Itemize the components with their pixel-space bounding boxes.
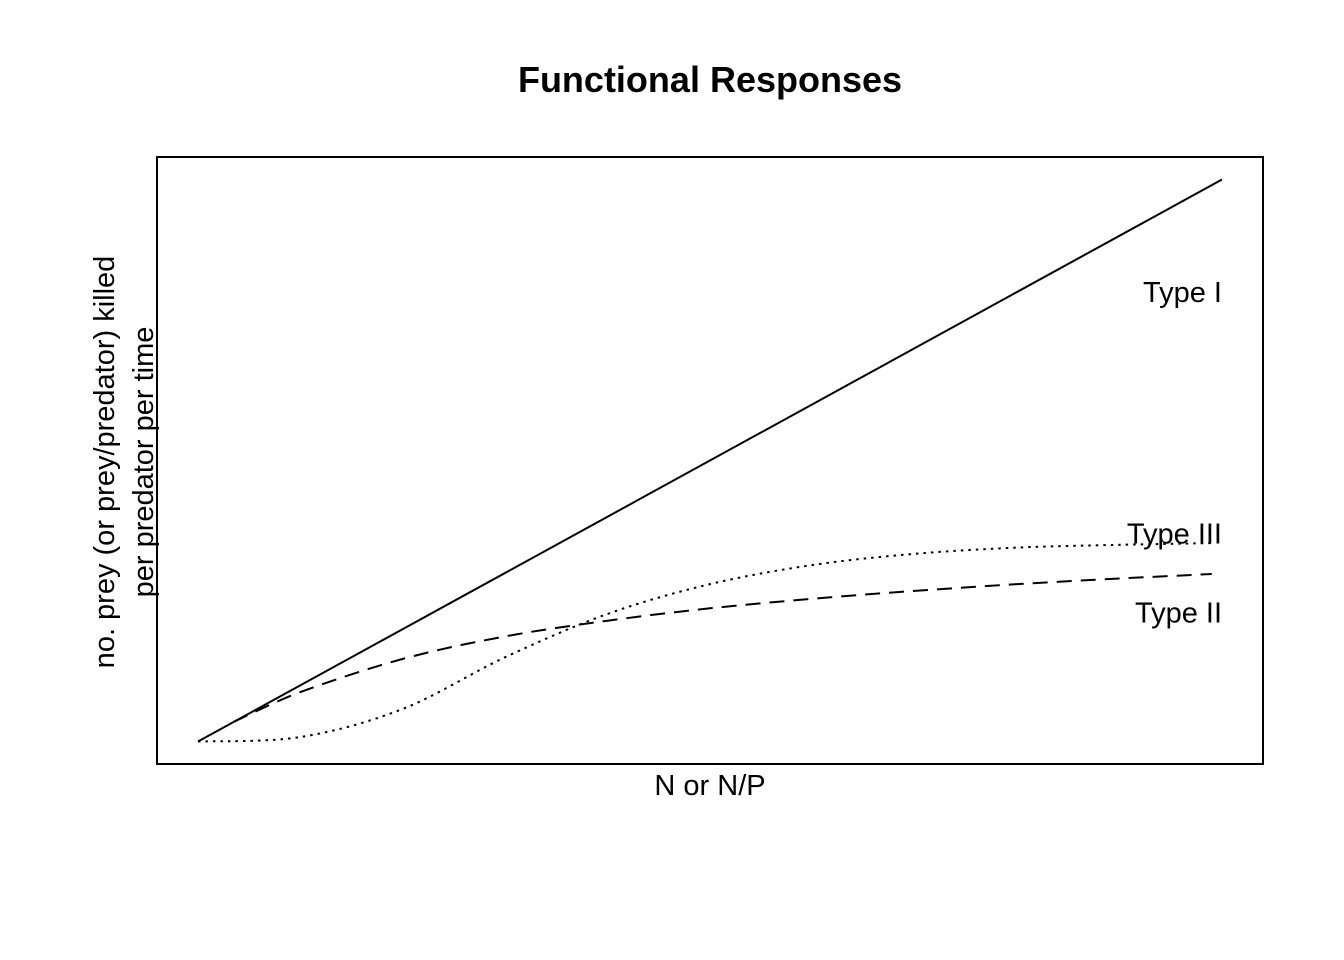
series-line-type-i (197, 178, 1223, 743)
chart-title: Functional Responses (518, 59, 902, 100)
x-axis-label: N or N/P (654, 770, 765, 802)
plot-area-frame (156, 156, 1264, 765)
y-axis-label: no. prey (or prey/predator) killed (89, 256, 121, 669)
series-label-type-iii: Type III (1127, 519, 1222, 551)
series-label-layer: Type I Type II Type III (1127, 277, 1222, 629)
y-axis-label-line-2: per predator per time (128, 327, 160, 598)
series-label-type-ii: Type II (1135, 597, 1222, 629)
y-axis-label-secondary: per predator per time (128, 327, 160, 598)
y-axis-label-line-1: no. prey (or prey/predator) killed (89, 256, 121, 669)
series-line-type-ii (233, 573, 1212, 723)
series-layer (197, 178, 1223, 743)
series-line-type-iii (197, 542, 1212, 743)
series-label-type-i: Type I (1143, 277, 1222, 309)
